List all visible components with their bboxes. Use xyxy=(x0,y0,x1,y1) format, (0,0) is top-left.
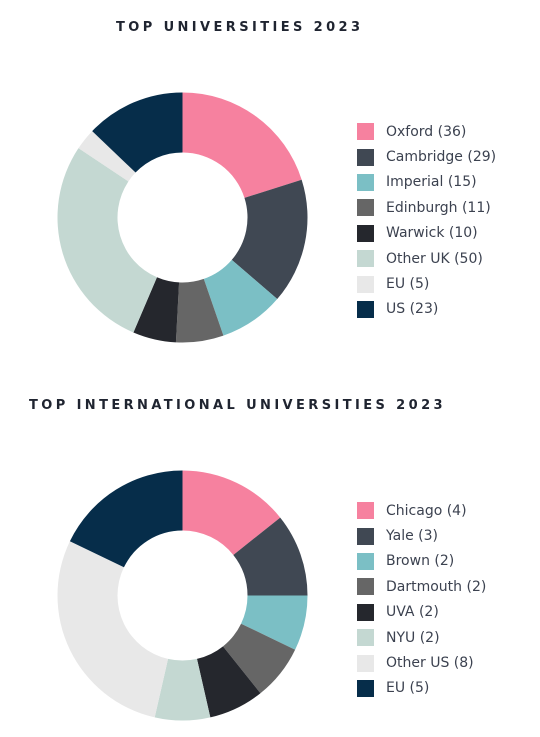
legend-swatch xyxy=(357,275,374,293)
legend-item-cambridge: Cambridge (29) xyxy=(357,144,496,169)
legend-label: Brown (2) xyxy=(386,553,455,570)
legend-label: Dartmouth (2) xyxy=(386,578,487,595)
legend-label: EU (5) xyxy=(386,680,430,697)
chart-legend: Oxford (36) Cambridge (29) Imperial (15) Ed… xyxy=(357,119,496,322)
legend-label: Yale (3) xyxy=(386,528,438,545)
legend-label: NYU (2) xyxy=(386,629,440,646)
legend-item-oxford: Oxford (36) xyxy=(357,119,496,144)
legend-swatch xyxy=(357,552,374,570)
legend-label: UVA (2) xyxy=(386,604,439,621)
legend-item-us: US (23) xyxy=(357,297,496,322)
legend-label: Warwick (10) xyxy=(386,225,478,242)
top-international-universities-chart: TOP INTERNATIONAL UNIVERSITIES 2023 Chic… xyxy=(0,360,540,737)
legend-item-imperial: Imperial (15) xyxy=(357,170,496,195)
chart-title: TOP UNIVERSITIES 2023 xyxy=(116,20,364,35)
legend-label: Edinburgh (11) xyxy=(386,199,491,216)
legend-label: Other US (8) xyxy=(386,655,474,672)
legend-item-dartmouth: Dartmouth (2) xyxy=(357,574,486,599)
slice-cambridge xyxy=(231,179,308,300)
legend-item-other-uk: Other UK (50) xyxy=(357,246,496,271)
legend-item-yale: Yale (3) xyxy=(357,523,486,548)
slice-dartmouth xyxy=(223,623,296,694)
legend-item-eu: EU (5) xyxy=(357,271,496,296)
legend-swatch xyxy=(357,173,374,191)
slice-us xyxy=(92,92,183,173)
legend-item-other-us: Other US (8) xyxy=(357,650,486,675)
legend-swatch xyxy=(357,629,374,647)
slice-eu xyxy=(78,131,136,182)
slice-other-us xyxy=(57,541,169,718)
slice-uva xyxy=(196,646,261,718)
chart-title: TOP INTERNATIONAL UNIVERSITIES 2023 xyxy=(29,398,446,413)
legend-swatch xyxy=(357,199,374,217)
legend-swatch xyxy=(357,148,374,166)
donut-chart xyxy=(57,470,308,721)
legend-swatch xyxy=(357,300,374,318)
slice-imperial xyxy=(203,259,278,336)
slice-oxford xyxy=(182,92,302,198)
legend-item-warwick: Warwick (10) xyxy=(357,221,496,246)
legend-item-edinburgh: Edinburgh (11) xyxy=(357,195,496,220)
legend-swatch xyxy=(357,502,374,520)
legend-label: US (23) xyxy=(386,301,439,318)
legend-label: EU (5) xyxy=(386,276,430,293)
legend-label: Oxford (36) xyxy=(386,123,467,140)
legend-swatch xyxy=(357,123,374,141)
legend-item-eu: EU (5) xyxy=(357,676,486,701)
legend-swatch xyxy=(357,578,374,596)
slice-chicago xyxy=(182,470,281,555)
legend-swatch xyxy=(357,654,374,672)
legend-item-uva: UVA (2) xyxy=(357,600,486,625)
legend-swatch xyxy=(357,603,374,621)
slice-other-uk xyxy=(57,148,157,333)
slice-yale xyxy=(233,517,308,596)
legend-label: Imperial (15) xyxy=(386,174,477,191)
slice-nyu xyxy=(154,658,211,721)
legend-item-chicago: Chicago (4) xyxy=(357,498,486,523)
legend-label: Cambridge (29) xyxy=(386,149,497,166)
slice-edinburgh xyxy=(175,278,224,343)
legend-label: Other UK (50) xyxy=(386,250,483,267)
top-universities-chart: TOP UNIVERSITIES 2023 Oxford (36) Cambrid… xyxy=(0,0,540,360)
legend-item-brown: Brown (2) xyxy=(357,549,486,574)
slice-warwick xyxy=(133,277,180,343)
legend-label: Chicago (4) xyxy=(386,502,467,519)
legend-swatch xyxy=(357,224,374,242)
chart-legend: Chicago (4) Yale (3) Brown (2) Dartmouth (2… xyxy=(357,498,486,701)
slice-eu xyxy=(69,470,183,568)
legend-swatch xyxy=(357,679,374,697)
legend-swatch xyxy=(357,250,374,268)
donut-chart xyxy=(57,92,308,343)
legend-swatch xyxy=(357,527,374,545)
slice-brown xyxy=(241,595,308,650)
legend-item-nyu: NYU (2) xyxy=(357,625,486,650)
